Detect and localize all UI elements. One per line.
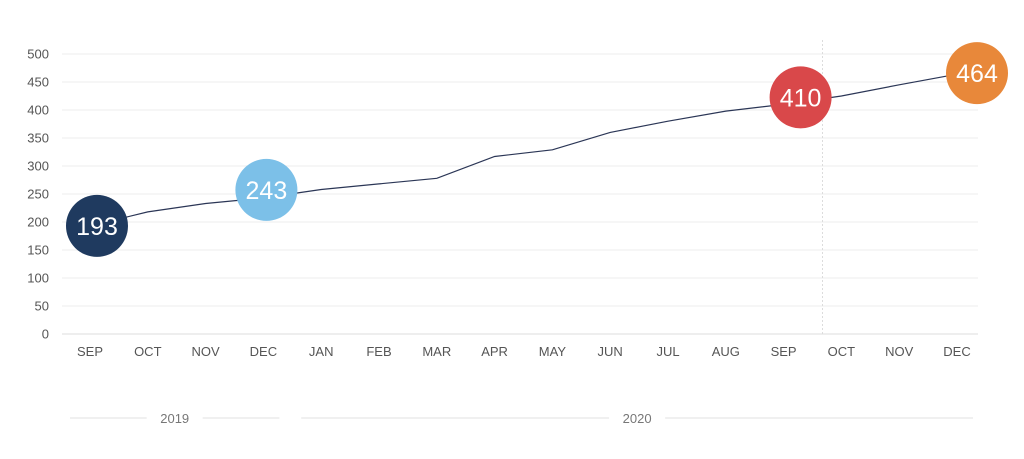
x-tick-label: DEC (943, 344, 970, 359)
y-tick-label: 200 (27, 215, 49, 230)
x-tick-label: OCT (134, 344, 162, 359)
highlight-bubbles: 193 243 410 464 (66, 42, 1008, 257)
x-tick-label: APR (481, 344, 508, 359)
data-label: 243 (246, 177, 288, 205)
data-point-bubble: 243 (235, 158, 298, 221)
bubble-circle (946, 42, 1008, 105)
x-tick-label: SEP (771, 344, 797, 359)
y-tick-label: 400 (27, 103, 49, 118)
bubble-circle (235, 158, 298, 221)
y-tick-label: 350 (27, 131, 49, 146)
x-tick-label: JUN (598, 344, 623, 359)
y-tick-label: 500 (27, 47, 49, 62)
year-label: 2019 (160, 411, 189, 426)
x-tick-label: NOV (885, 344, 914, 359)
year-label: 2020 (623, 411, 652, 426)
year-groups: 2019 2020 (70, 411, 973, 426)
x-tick-label: SEP (77, 344, 103, 359)
data-point-bubble: 193 (66, 194, 128, 257)
x-tick-label: MAR (422, 344, 451, 359)
data-label: 464 (956, 60, 998, 88)
y-tick-label: 450 (27, 75, 49, 90)
bubble-circle (66, 194, 128, 257)
data-label: 410 (780, 84, 822, 112)
y-tick-label: 0 (42, 327, 49, 342)
x-tick-label: DEC (250, 344, 277, 359)
x-tick-label: FEB (366, 344, 391, 359)
data-point-bubble: 410 (769, 66, 832, 129)
year-group: 2020 (301, 411, 973, 426)
x-tick-label: OCT (828, 344, 856, 359)
y-axis: 0 50 100 150 200 250 300 350 400 450 500 (27, 47, 49, 342)
y-tick-label: 250 (27, 187, 49, 202)
y-tick-label: 300 (27, 159, 49, 174)
y-tick-label: 50 (35, 299, 49, 314)
y-tick-label: 100 (27, 271, 49, 286)
x-tick-label: JAN (309, 344, 334, 359)
year-group: 2019 (70, 411, 280, 426)
data-point-bubble: 464 (946, 42, 1008, 105)
x-tick-label: AUG (712, 344, 740, 359)
y-tick-label: 150 (27, 243, 49, 258)
x-tick-label: NOV (192, 344, 221, 359)
bubble-circle (769, 66, 832, 129)
x-tick-label: JUL (656, 344, 679, 359)
x-tick-label: MAY (539, 344, 567, 359)
data-label: 193 (76, 213, 118, 241)
x-axis: SEP OCT NOV DEC JAN FEB MAR APR MAY JUN JUL AUG SEP O… (77, 344, 971, 359)
